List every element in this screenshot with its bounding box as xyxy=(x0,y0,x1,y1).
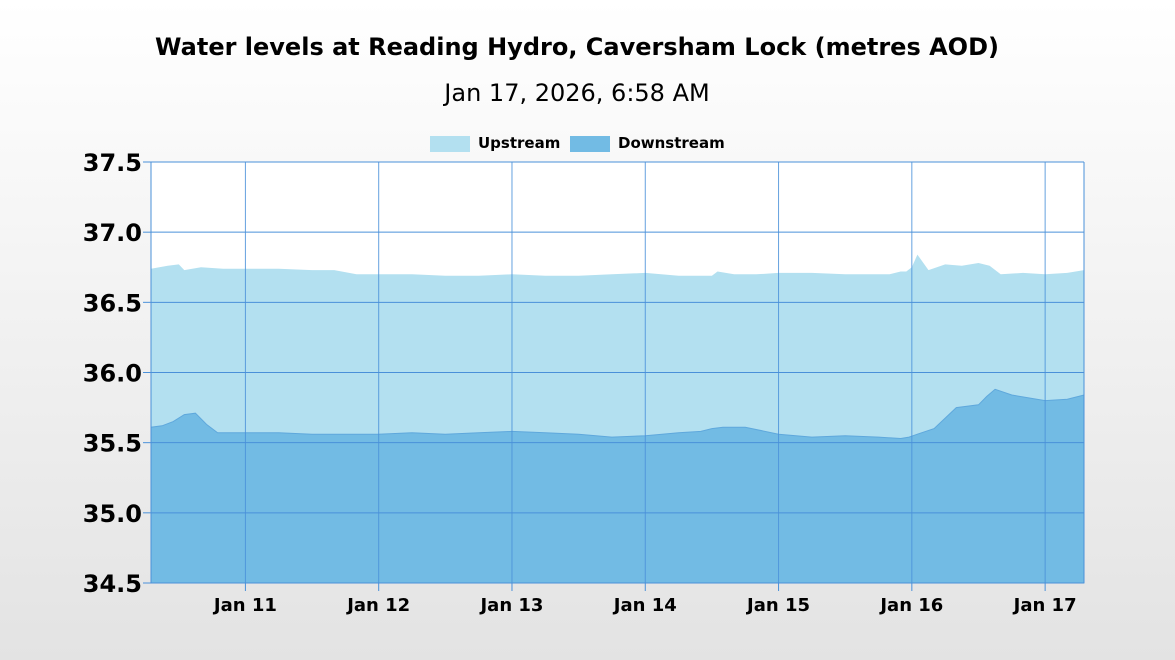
chart-title: Water levels at Reading Hydro, Caversham… xyxy=(155,33,999,61)
x-tick-label: Jan 12 xyxy=(345,595,410,616)
x-axis-ticks: Jan 11 Jan 12 Jan 13 Jan 14 Jan 15 Jan 16 Jan … xyxy=(212,583,1077,616)
chart-subtitle: Jan 17, 2026, 6:58 AM xyxy=(442,79,709,107)
legend[interactable]: Upstream Downstream xyxy=(430,134,725,152)
x-tick-label: Jan 14 xyxy=(612,595,677,616)
x-tick-label: Jan 15 xyxy=(745,595,810,616)
y-tick-label: 36.0 xyxy=(83,360,142,388)
y-tick-label: 37.0 xyxy=(83,219,142,247)
x-tick-label: Jan 16 xyxy=(878,595,943,616)
y-tick-label: 37.5 xyxy=(83,149,142,177)
x-tick-label: Jan 13 xyxy=(478,595,543,616)
legend-swatch-downstream xyxy=(570,136,610,152)
legend-label-upstream[interactable]: Upstream xyxy=(478,134,560,152)
series-areas xyxy=(150,254,1085,584)
y-tick-label: 36.5 xyxy=(83,289,142,317)
y-tick-label: 35.0 xyxy=(83,500,142,528)
x-tick-label: Jan 11 xyxy=(212,595,277,616)
x-tick-label: Jan 17 xyxy=(1012,595,1077,616)
y-tick-label: 35.5 xyxy=(83,430,142,458)
y-tick-label: 34.5 xyxy=(83,570,142,598)
series-area-downstream xyxy=(150,388,1085,584)
y-axis-ticks: 34.5 35.0 35.5 36.0 36.5 37.0 37.5 xyxy=(83,149,151,598)
legend-label-downstream[interactable]: Downstream xyxy=(618,134,725,152)
legend-swatch-upstream xyxy=(430,136,470,152)
